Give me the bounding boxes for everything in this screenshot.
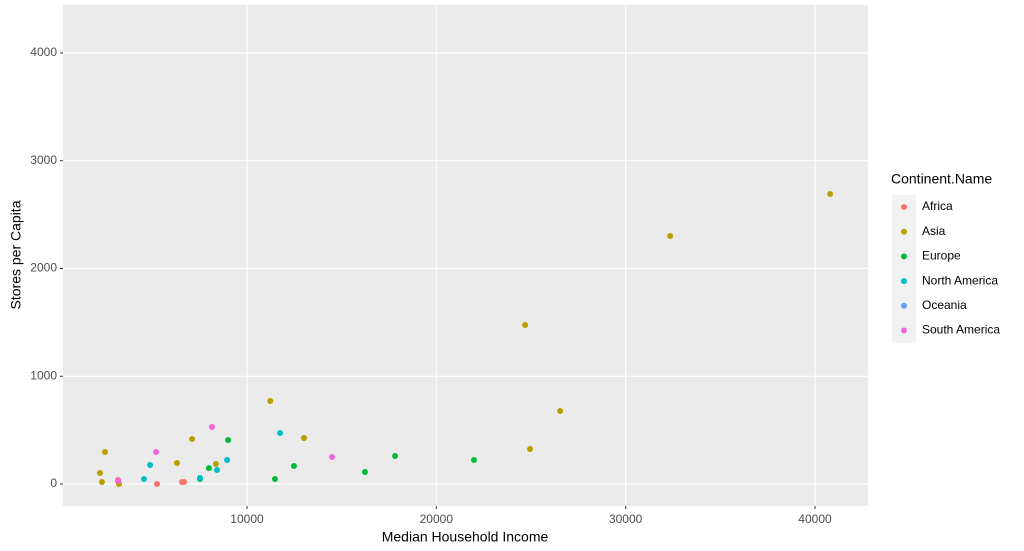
point	[181, 478, 188, 485]
point	[102, 449, 109, 456]
legend-label: Africa	[922, 199, 953, 213]
point	[225, 437, 232, 444]
point	[224, 456, 231, 463]
legend-marker	[901, 327, 907, 334]
legend-marker	[901, 228, 907, 235]
point	[153, 449, 160, 456]
point	[827, 191, 834, 198]
point	[173, 460, 180, 467]
point	[361, 469, 368, 476]
point	[147, 462, 154, 469]
y-axis-title: Stores per Capita	[8, 200, 24, 309]
point	[392, 452, 399, 459]
y-tick-label: 3000	[30, 153, 57, 167]
point	[98, 478, 105, 485]
legend-marker	[901, 302, 907, 309]
point	[527, 445, 534, 452]
point	[205, 465, 212, 472]
legend-marker	[901, 204, 907, 210]
legend-label: Asia	[922, 224, 946, 238]
point	[300, 435, 307, 442]
point	[115, 477, 122, 484]
legend-label: Oceania	[922, 298, 967, 312]
point	[329, 453, 336, 460]
point	[290, 463, 297, 470]
point	[212, 460, 219, 467]
point	[208, 424, 215, 431]
legend-marker	[901, 278, 907, 285]
x-tick-label: 40000	[798, 512, 832, 526]
x-tick-label: 20000	[420, 512, 454, 526]
legend-marker	[901, 253, 907, 260]
x-tick-label: 10000	[230, 512, 264, 526]
y-tick-label: 0	[50, 476, 57, 490]
legend-label: North America	[922, 273, 998, 287]
plot-panel	[63, 5, 868, 506]
point	[140, 476, 147, 483]
point	[471, 456, 478, 463]
point	[189, 435, 196, 442]
point	[522, 321, 529, 328]
x-tick-label: 30000	[609, 512, 643, 526]
point	[197, 474, 204, 481]
point	[277, 430, 284, 437]
y-tick-label: 2000	[30, 261, 57, 275]
x-axis-title: Median Household Income	[382, 529, 549, 545]
point	[214, 467, 221, 474]
point	[557, 408, 564, 415]
y-tick-label: 4000	[30, 45, 57, 59]
legend-label: South America	[922, 323, 1000, 337]
point	[153, 481, 160, 488]
point	[96, 470, 103, 477]
point	[272, 476, 279, 483]
legend-title: Continent.Name	[891, 171, 992, 187]
point	[267, 398, 274, 405]
y-tick-label: 1000	[30, 368, 57, 382]
legend-label: Europe	[922, 249, 961, 263]
point	[667, 233, 674, 240]
